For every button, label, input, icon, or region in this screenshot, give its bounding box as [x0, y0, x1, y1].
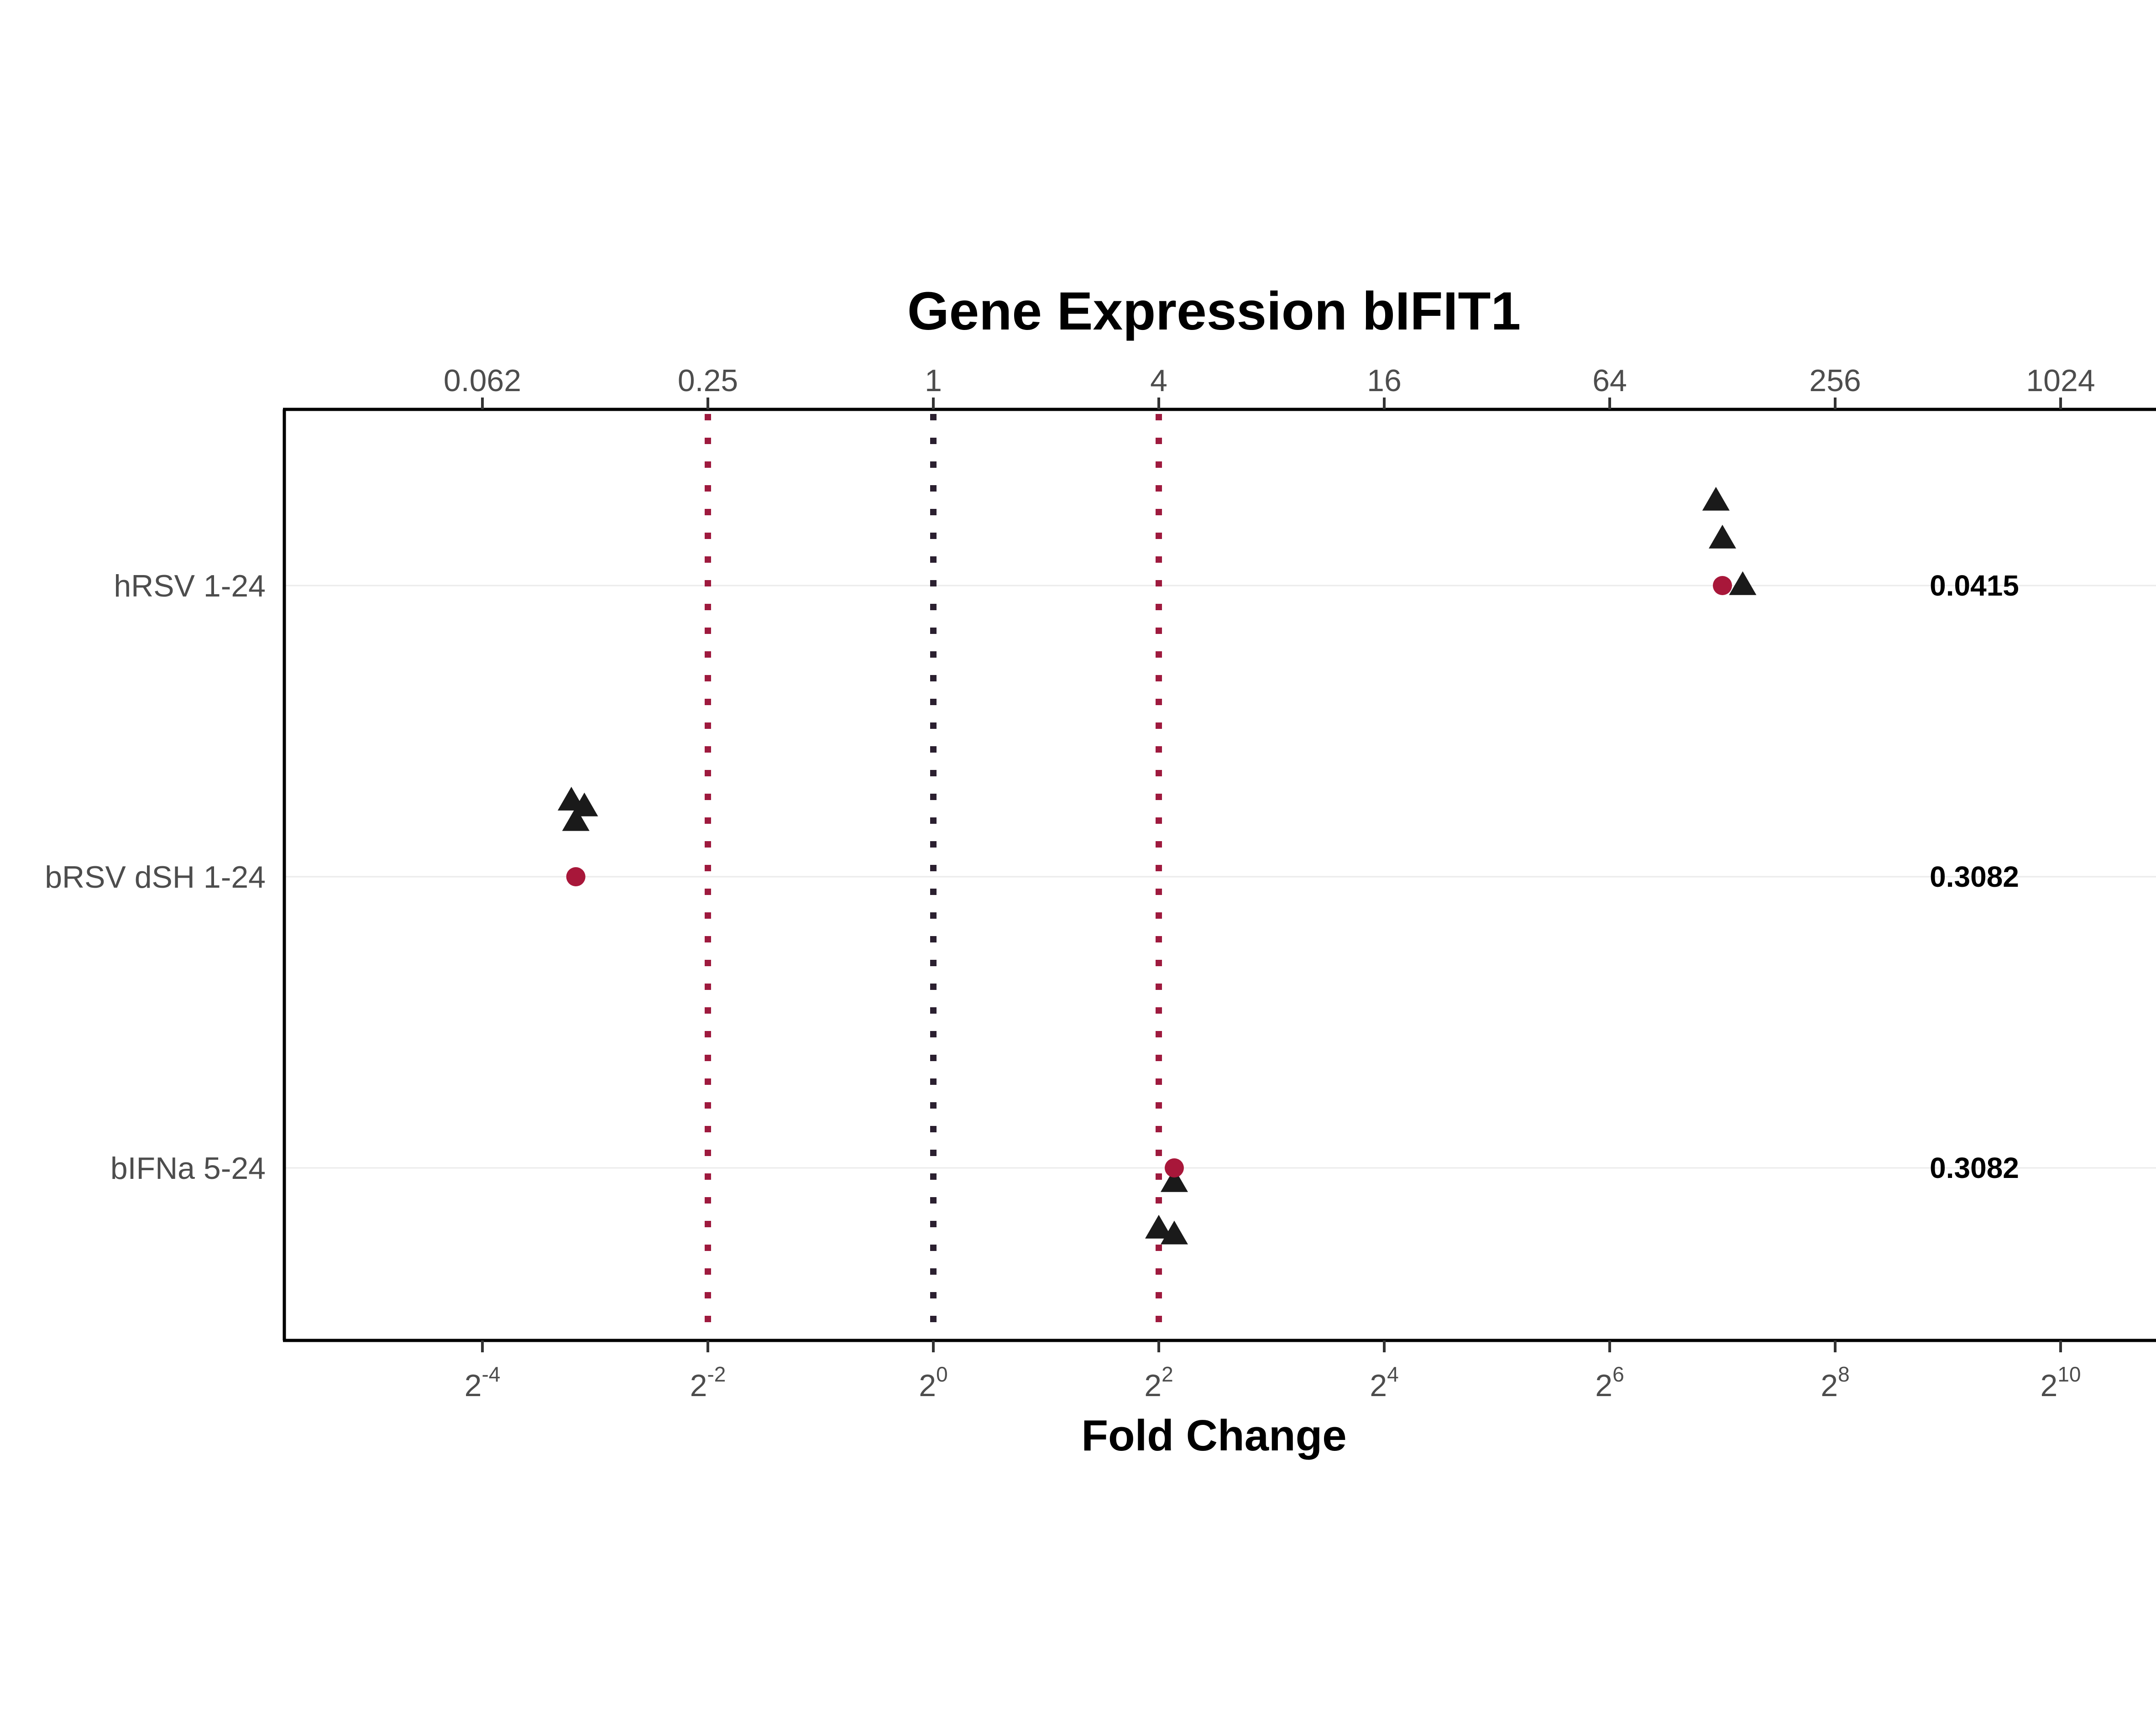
p-value-label: 0.3082	[1930, 1151, 2019, 1184]
x-tick-label-bottom: 20	[919, 1362, 947, 1403]
x-tick-label-bottom: 210	[2041, 1362, 2081, 1403]
x-tick-label-top: 1024	[2026, 363, 2095, 398]
p-value-label: 0.3082	[1930, 860, 2019, 893]
x-tick-label-top: 1	[925, 363, 942, 398]
gridlines	[284, 585, 2156, 1169]
triangle-point	[1709, 524, 1736, 549]
axes	[283, 408, 2156, 1342]
x-axis-title: Fold Change	[1081, 1411, 1346, 1460]
triangle-point	[1729, 571, 1757, 595]
category-label: bIFNa 5-24	[110, 1151, 266, 1186]
x-tick-label-top: 16	[1367, 363, 1402, 398]
circle-point	[1713, 576, 1732, 595]
category-label: bRSV dSH 1-24	[45, 860, 266, 895]
x-tick-label-bottom: 22	[1144, 1362, 1173, 1403]
x-tick-label-top: 4	[1150, 363, 1167, 398]
circle-point	[566, 867, 586, 886]
axis-ticks: hRSV 1-24 bRSV dSH 1-24 bIFNa 5-24 2-4 2-2 20…	[45, 363, 2095, 1403]
p-value-label: 0.0415	[1930, 569, 2019, 602]
triangle-point	[1160, 1168, 1188, 1192]
p-value-annotations: 0.0415 0.3082 0.3082	[1930, 569, 2019, 1184]
triangle-point	[1702, 487, 1730, 511]
x-tick-label-top: 64	[1592, 363, 1627, 398]
data-points	[557, 487, 1757, 1245]
triangle-point	[1160, 1220, 1188, 1245]
triangle-point	[562, 807, 590, 831]
category-label: hRSV 1-24	[114, 569, 266, 603]
x-tick-label-top: 0.062	[444, 363, 521, 398]
x-tick-label-top: 256	[1809, 363, 1861, 398]
x-tick-label-bottom: 2-4	[465, 1362, 501, 1403]
x-tick-label-bottom: 26	[1595, 1362, 1624, 1403]
x-tick-label-bottom: 24	[1370, 1362, 1398, 1403]
circle-point	[1164, 1158, 1184, 1178]
x-tick-label-bottom: 2-2	[690, 1362, 726, 1403]
triangle-point	[1145, 1214, 1172, 1239]
x-tick-label-bottom: 28	[1821, 1362, 1849, 1403]
x-tick-label-top: 0.25	[678, 363, 738, 398]
chart-title: Gene Expression bIFIT1	[907, 281, 1521, 341]
